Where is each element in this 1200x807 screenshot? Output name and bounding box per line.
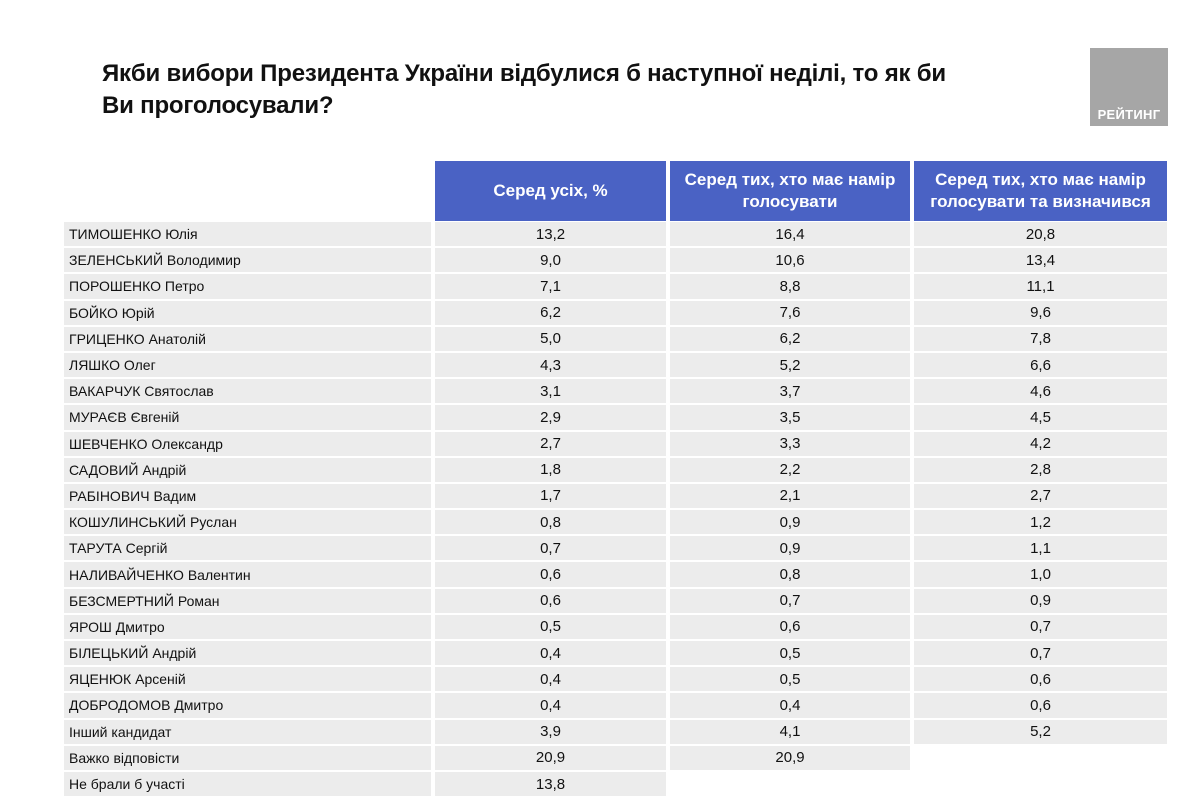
candidate-name: КОШУЛИНСЬКИЙ Руслан	[64, 510, 431, 535]
logo-text: РЕЙТИНГ	[1097, 107, 1161, 122]
candidate-name: ЯРОШ Дмитро	[64, 614, 431, 639]
value-decided: 0,7	[914, 641, 1167, 666]
header-voters: Серед тих, хто має намір голосувати	[670, 161, 910, 221]
value-all: 3,9	[435, 719, 666, 744]
candidate-name: ШЕВЧЕНКО Олександр	[64, 431, 431, 456]
value-all: 0,6	[435, 588, 666, 613]
value-all: 0,6	[435, 562, 666, 587]
value-decided: 2,8	[914, 457, 1167, 482]
value-voters: 0,9	[670, 536, 910, 561]
value-all: 13,2	[435, 222, 666, 247]
value-decided: 4,5	[914, 405, 1167, 430]
candidate-name: ЗЕЛЕНСЬКИЙ Володимир	[64, 248, 431, 273]
value-all: 0,7	[435, 536, 666, 561]
value-voters: 3,3	[670, 431, 910, 456]
value-all: 1,7	[435, 483, 666, 509]
value-decided: 1,1	[914, 536, 1167, 561]
candidate-name: НАЛИВАЙЧЕНКО Валентин	[64, 562, 431, 587]
value-voters: 0,7	[670, 588, 910, 613]
value-decided: 2,7	[914, 483, 1167, 509]
value-voters: 0,4	[670, 693, 910, 718]
value-decided: 11,1	[914, 274, 1167, 299]
rating-logo: РЕЙТИНГ	[1090, 48, 1168, 126]
value-decided: 4,2	[914, 431, 1167, 456]
candidate-name: ТАРУТА Сергій	[64, 536, 431, 561]
value-voters: 0,8	[670, 562, 910, 587]
value-all: 0,5	[435, 614, 666, 639]
value-decided: 0,6	[914, 667, 1167, 692]
value-all: 2,7	[435, 431, 666, 456]
header-decided: Серед тих, хто має намір голосувати та в…	[914, 161, 1167, 221]
candidate-name: ТИМОШЕНКО Юлія	[64, 222, 431, 247]
value-all: 2,9	[435, 405, 666, 430]
candidate-name: Інший кандидат	[64, 719, 431, 744]
value-decided: 6,6	[914, 352, 1167, 378]
value-decided: 13,4	[914, 248, 1167, 273]
value-all: 0,4	[435, 693, 666, 718]
value-all: 0,4	[435, 667, 666, 692]
candidate-name: БОЙКО Юрій	[64, 300, 431, 325]
value-decided: 0,9	[914, 588, 1167, 613]
value-decided: 20,8	[914, 222, 1167, 247]
value-decided: 9,6	[914, 300, 1167, 325]
value-voters: 0,5	[670, 667, 910, 692]
value-voters: 20,9	[670, 745, 910, 770]
value-decided: 4,6	[914, 379, 1167, 404]
value-voters: 3,7	[670, 379, 910, 404]
value-voters: 16,4	[670, 222, 910, 247]
candidate-name: Важко відповісти	[64, 745, 431, 770]
page-title: Якби вибори Президента України відбулися…	[102, 60, 946, 119]
value-decided: 0,6	[914, 693, 1167, 718]
candidate-name: МУРАЄВ Євгеній	[64, 405, 431, 430]
value-all: 7,1	[435, 274, 666, 299]
candidate-name: ЯЦЕНЮК Арсеній	[64, 667, 431, 692]
value-voters: 7,6	[670, 300, 910, 325]
value-voters: 8,8	[670, 274, 910, 299]
candidate-name: РАБІНОВИЧ Вадим	[64, 483, 431, 509]
value-all: 3,1	[435, 379, 666, 404]
value-all: 4,3	[435, 352, 666, 378]
value-decided: 1,2	[914, 510, 1167, 535]
header-all: Серед усіх, %	[435, 161, 666, 221]
value-all: 9,0	[435, 248, 666, 273]
candidate-name: ВАКАРЧУК Святослав	[64, 379, 431, 404]
value-voters: 2,2	[670, 457, 910, 482]
candidate-name: БІЛЕЦЬКИЙ Андрій	[64, 641, 431, 666]
value-all: 1,8	[435, 457, 666, 482]
candidate-name: ПОРОШЕНКО Петро	[64, 274, 431, 299]
value-voters: 0,6	[670, 614, 910, 639]
value-voters: 10,6	[670, 248, 910, 273]
candidate-name: ЛЯШКО Олег	[64, 352, 431, 378]
value-all: 5,0	[435, 326, 666, 351]
value-decided: 1,0	[914, 562, 1167, 587]
value-all: 6,2	[435, 300, 666, 325]
value-all: 20,9	[435, 745, 666, 770]
candidate-name: БЕЗСМЕРТНИЙ Роман	[64, 588, 431, 613]
candidate-name: ДОБРОДОМОВ Дмитро	[64, 693, 431, 718]
value-all: 13,8	[435, 771, 666, 797]
candidate-name: Не брали б участі	[64, 771, 431, 797]
value-all: 0,8	[435, 510, 666, 535]
candidate-name: ГРИЦЕНКО Анатолій	[64, 326, 431, 351]
value-voters: 0,9	[670, 510, 910, 535]
value-voters: 6,2	[670, 326, 910, 351]
value-voters: 0,5	[670, 641, 910, 666]
candidate-name: САДОВИЙ Андрій	[64, 457, 431, 482]
value-decided: 5,2	[914, 719, 1167, 744]
value-voters: 4,1	[670, 719, 910, 744]
value-all: 0,4	[435, 641, 666, 666]
value-voters: 2,1	[670, 483, 910, 509]
value-decided: 0,7	[914, 614, 1167, 639]
value-voters: 5,2	[670, 352, 910, 378]
value-voters: 3,5	[670, 405, 910, 430]
value-decided: 7,8	[914, 326, 1167, 351]
